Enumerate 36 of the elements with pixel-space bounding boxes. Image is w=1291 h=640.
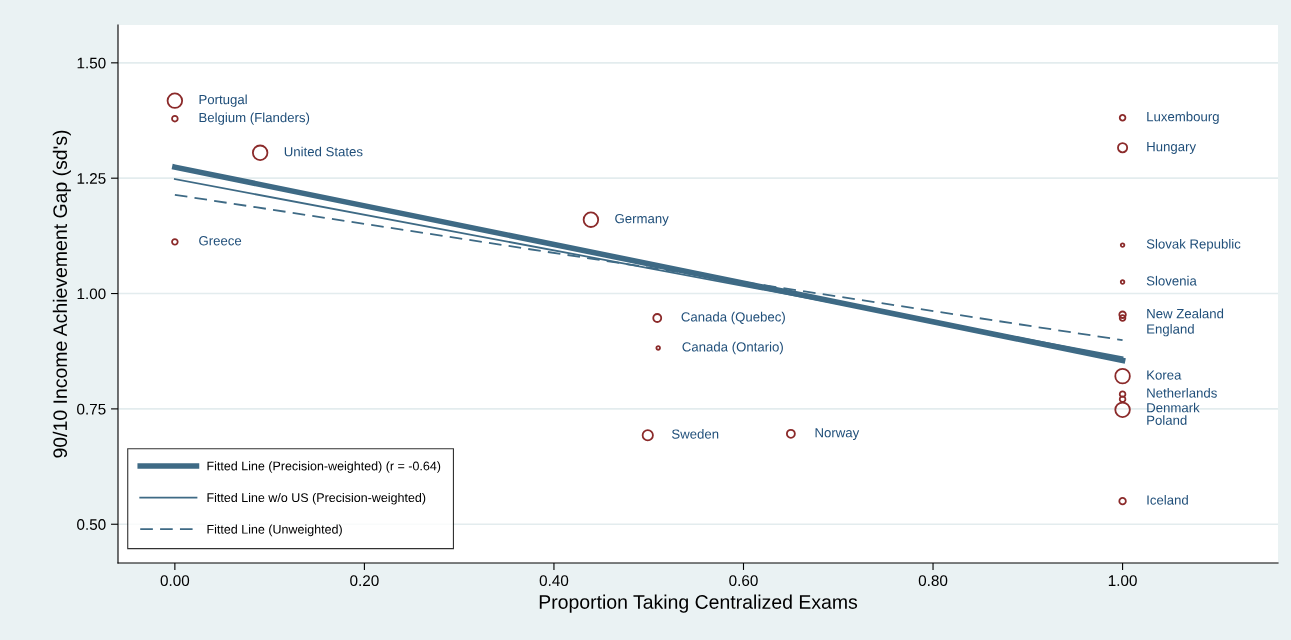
annotation: Iceland <box>1147 495 1188 505</box>
x-tick-label: 1.00 <box>1108 575 1137 587</box>
y-tick-label: 0.50 <box>77 519 106 530</box>
legend-label: Fitted Line w/o US (Precision-weighted) <box>207 492 426 505</box>
y-tick-label: 0.75 <box>77 403 106 415</box>
x-tick-label: 0.80 <box>918 575 948 587</box>
annotation: Canada (Quebec) <box>681 311 785 325</box>
x-axis-title: Proportion Taking Centralized Exams <box>539 594 858 613</box>
annotation: Greece <box>199 236 242 246</box>
annotation: Slovenia <box>1146 275 1197 286</box>
annotation: Norway <box>815 428 860 440</box>
annotation: Netherlands <box>1147 387 1217 398</box>
x-tick-label: 0.40 <box>539 575 569 587</box>
legend-label: Fitted Line (Unweighted) <box>207 524 342 537</box>
annotation: Luxembourg <box>1147 111 1219 124</box>
x-tick-label: 0.20 <box>350 575 379 587</box>
annotation: United States <box>284 146 363 157</box>
annotation: Sweden <box>671 429 719 439</box>
y-tick-label: 1.25 <box>77 173 106 184</box>
annotation: Korea <box>1147 370 1182 380</box>
x-tick-label: 0.00 <box>160 575 190 587</box>
x-tick-label: 0.60 <box>729 575 758 587</box>
legend-label: Fitted Line (Precision-weighted) (r = -0.64) <box>207 461 441 473</box>
annotation: Poland <box>1147 415 1187 425</box>
annotation: England <box>1147 324 1194 337</box>
annotation: Belgium (Flanders) <box>199 112 310 125</box>
annotation: Denmark <box>1147 402 1200 413</box>
annotation: New Zealand <box>1147 308 1224 319</box>
annotation: Slovak Republic <box>1146 238 1241 252</box>
y-tick-label: 1.50 <box>77 57 106 69</box>
y-tick-label: 1.00 <box>77 288 106 300</box>
y-axis-title: 90/10 Income Achievement Gap (sd's) <box>52 130 71 458</box>
annotation: Canada (Ontario) <box>682 341 783 355</box>
annotation: Portugal <box>199 94 247 107</box>
annotation: Hungary <box>1147 142 1197 154</box>
annotation: Germany <box>615 213 669 226</box>
